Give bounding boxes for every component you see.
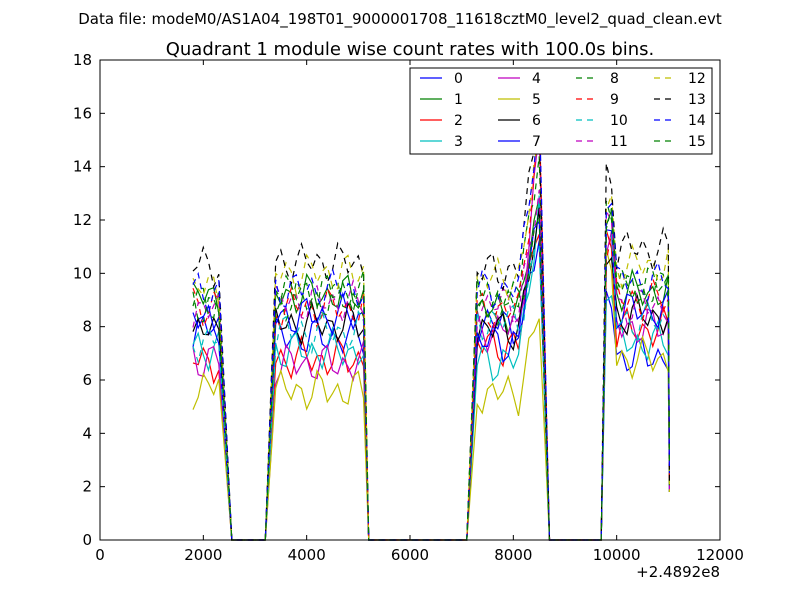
series-layer [192, 98, 670, 541]
legend-label-6: 6 [532, 113, 541, 129]
x-tick-label: 2000 [184, 546, 222, 564]
y-tick-label: 8 [82, 318, 92, 336]
series-line-7 [192, 219, 670, 541]
legend-label-2: 2 [454, 113, 463, 129]
y-tick-label: 6 [82, 371, 92, 389]
y-tick-label: 10 [73, 264, 92, 282]
legend-box [409, 67, 713, 155]
legend-label-9: 9 [610, 92, 619, 108]
y-tick-label: 12 [73, 211, 92, 229]
x-tick-label: 4000 [288, 546, 326, 564]
y-tick-label: 4 [82, 424, 92, 442]
y-tick-label: 0 [82, 531, 92, 549]
legend-label-0: 0 [454, 71, 463, 87]
legend-label-8: 8 [610, 71, 619, 87]
series-line-13 [192, 132, 670, 541]
legend-label-5: 5 [532, 92, 541, 108]
legend-label-10: 10 [610, 113, 628, 129]
y-tick-label: 14 [73, 158, 92, 176]
legend-label-11: 11 [610, 134, 628, 150]
chart-title: Quadrant 1 module wise count rates with … [166, 39, 655, 60]
legend-label-7: 7 [532, 134, 541, 150]
y-tick-label: 18 [73, 51, 92, 69]
y-tick-label: 2 [82, 478, 92, 496]
x-tick-label: 10000 [593, 546, 641, 564]
legend-label-4: 4 [532, 71, 541, 87]
x-tick-label: 6000 [391, 546, 429, 564]
legend-label-12: 12 [688, 71, 706, 87]
series-line-11 [192, 189, 670, 541]
series-line-8 [192, 156, 670, 541]
x-tick-label: 8000 [494, 546, 532, 564]
legend-label-13: 13 [688, 92, 706, 108]
suptitle: Data file: modeM0/AS1A04_198T01_90000017… [78, 10, 722, 29]
series-line-4 [192, 133, 670, 541]
x-tick-label: 0 [95, 546, 105, 564]
axes-layer: 0 2000 4000 6000 8000 10000 120000246810121416… [73, 51, 744, 564]
x-offset-label: +2.4892e8 [636, 563, 720, 581]
series-line-14 [192, 98, 670, 541]
series-line-5 [192, 248, 670, 541]
legend-label-3: 3 [454, 134, 463, 150]
legend-label-15: 15 [688, 134, 706, 150]
series-line-10 [192, 230, 670, 541]
y-tick-label: 16 [73, 104, 92, 122]
series-line-9 [192, 109, 670, 541]
legend-label-1: 1 [454, 92, 463, 108]
x-tick-label: 12000 [696, 546, 744, 564]
legend-label-14: 14 [688, 113, 706, 129]
